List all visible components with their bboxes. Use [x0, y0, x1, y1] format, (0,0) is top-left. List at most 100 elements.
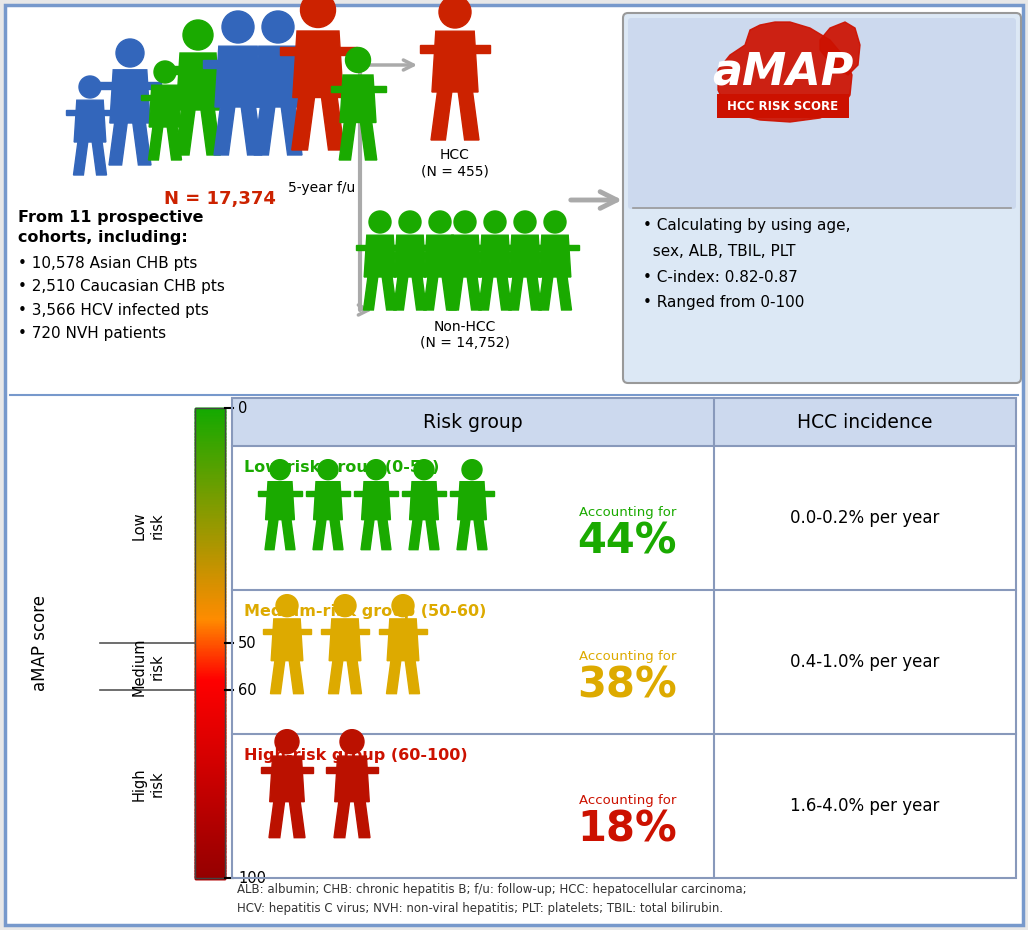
Bar — [195, 635, 225, 637]
Bar — [195, 821, 225, 824]
Bar — [195, 653, 225, 655]
Bar — [195, 667, 225, 669]
Bar — [195, 828, 225, 830]
Bar — [195, 720, 225, 722]
Bar — [195, 764, 225, 765]
Bar — [195, 489, 225, 492]
Bar — [195, 727, 225, 730]
Bar — [195, 656, 225, 658]
Polygon shape — [93, 142, 107, 175]
Bar — [195, 436, 225, 438]
Bar — [195, 509, 225, 511]
Bar — [195, 866, 225, 868]
Bar — [195, 486, 225, 488]
Bar — [195, 643, 225, 645]
Bar — [195, 558, 225, 561]
Bar — [195, 621, 225, 623]
Bar — [195, 855, 225, 857]
Bar — [195, 807, 225, 810]
Bar — [195, 821, 225, 824]
Bar — [195, 519, 225, 522]
Bar — [195, 552, 225, 554]
Bar — [195, 588, 225, 591]
Bar — [195, 653, 225, 655]
Text: Medium-risk group (50-60): Medium-risk group (50-60) — [244, 604, 486, 619]
Polygon shape — [364, 277, 378, 310]
Polygon shape — [340, 75, 376, 123]
Bar — [195, 766, 225, 769]
Polygon shape — [330, 86, 386, 92]
Bar — [195, 571, 225, 573]
Polygon shape — [243, 60, 314, 69]
Bar — [195, 518, 225, 520]
Polygon shape — [280, 46, 357, 55]
Bar — [195, 820, 225, 822]
Bar — [195, 764, 225, 765]
Bar — [195, 494, 225, 497]
Bar — [195, 644, 225, 646]
Bar — [195, 574, 225, 576]
Bar — [195, 521, 225, 523]
Bar — [195, 524, 225, 526]
Bar — [195, 672, 225, 675]
Bar — [195, 420, 225, 422]
Bar — [195, 443, 225, 445]
Polygon shape — [322, 98, 344, 150]
Bar — [195, 498, 225, 499]
Bar — [195, 754, 225, 756]
Text: Risk group: Risk group — [424, 413, 523, 432]
Bar — [195, 793, 225, 795]
Bar — [195, 631, 225, 632]
Bar — [195, 695, 225, 697]
Bar — [195, 607, 225, 609]
Bar — [195, 857, 225, 859]
Bar — [195, 599, 225, 601]
Bar — [195, 747, 225, 749]
Bar — [195, 419, 225, 421]
Bar — [195, 527, 225, 529]
Bar — [195, 590, 225, 591]
Bar — [195, 524, 225, 526]
Bar — [195, 818, 225, 820]
Bar — [195, 699, 225, 701]
Bar — [195, 751, 225, 753]
Bar — [195, 576, 225, 578]
Bar — [195, 871, 225, 874]
Bar — [195, 802, 225, 804]
Bar — [195, 420, 225, 422]
Bar — [195, 836, 225, 838]
Bar — [195, 553, 225, 556]
Bar — [195, 663, 225, 666]
Bar — [195, 626, 225, 628]
Bar — [195, 452, 225, 454]
Bar — [195, 525, 225, 527]
Bar — [195, 747, 225, 749]
Bar — [195, 409, 225, 412]
Text: 1.6-4.0% per year: 1.6-4.0% per year — [791, 797, 940, 815]
Bar — [195, 629, 225, 631]
Bar — [195, 563, 225, 565]
Bar — [195, 665, 225, 667]
Bar — [195, 654, 225, 656]
Polygon shape — [282, 520, 295, 550]
Bar — [195, 814, 225, 816]
Bar — [195, 717, 225, 719]
Bar — [195, 704, 225, 706]
Bar — [195, 752, 225, 755]
Bar — [195, 692, 225, 694]
Bar — [195, 820, 225, 822]
Bar — [195, 697, 225, 698]
Polygon shape — [409, 520, 423, 550]
Bar — [195, 802, 225, 804]
Bar — [195, 715, 225, 717]
Bar — [195, 772, 225, 774]
Bar — [195, 862, 225, 864]
Bar — [195, 605, 225, 607]
Bar — [195, 452, 225, 454]
Bar — [195, 454, 225, 456]
Bar — [195, 519, 225, 522]
Bar — [195, 752, 225, 755]
Bar — [195, 864, 225, 866]
Bar — [195, 607, 225, 609]
Polygon shape — [141, 95, 189, 100]
